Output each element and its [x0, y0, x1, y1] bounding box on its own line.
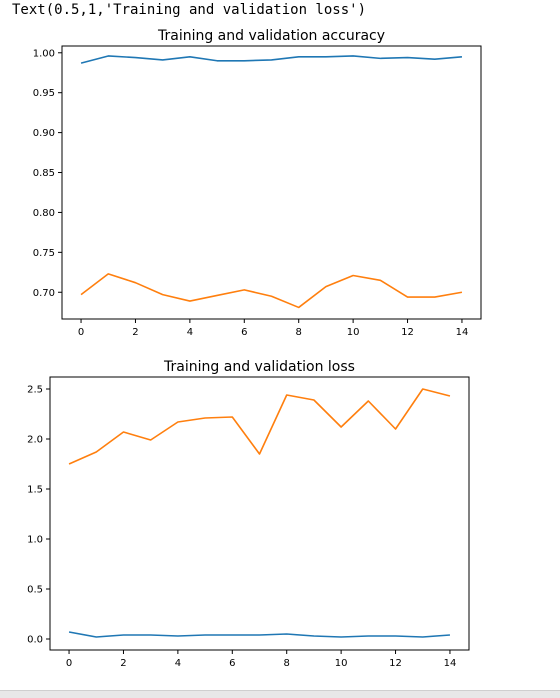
loss-ytick-label: 0.0	[27, 635, 43, 646]
loss-xtick-label: 0	[66, 658, 72, 669]
accuracy-series-training-line	[80, 55, 463, 64]
loss-series-validation-line	[68, 388, 451, 465]
accuracy-xtick-label: 14	[456, 327, 469, 338]
loss-xtick-label: 2	[120, 658, 126, 669]
accuracy-xtick-label: 6	[241, 327, 247, 338]
loss-xtick-label: 10	[335, 658, 348, 669]
accuracy-ytick-label: 0.85	[33, 168, 55, 179]
loss-title: Training and validation loss	[163, 359, 355, 375]
accuracy-xtick-label: 12	[401, 327, 414, 338]
loss-ytick-label: 1.5	[27, 485, 43, 496]
accuracy-ytick-label: 0.70	[33, 288, 55, 299]
accuracy-chart: Training and validation accuracy 0 2 4 6 8 10 1…	[33, 28, 482, 338]
loss-xtick-label: 6	[229, 658, 235, 669]
accuracy-ytick-label: 0.95	[33, 88, 55, 99]
loss-axes-frame	[49, 376, 470, 651]
accuracy-axes-frame	[61, 45, 482, 320]
loss-ytick-label: 0.5	[27, 585, 43, 596]
loss-ytick-label: 1.0	[27, 535, 43, 546]
accuracy-series-validation-line	[80, 273, 463, 309]
accuracy-xtick-label: 2	[132, 327, 138, 338]
loss-chart: Training and validation loss 0 2 4 6 8 10 12 14 0…	[27, 359, 470, 669]
accuracy-xtick-label: 10	[347, 327, 360, 338]
loss-ytick-label: 2.0	[27, 435, 43, 446]
accuracy-xtick-label: 4	[187, 327, 193, 338]
accuracy-ytick-label: 0.80	[33, 208, 55, 219]
accuracy-xtick-label: 8	[296, 327, 302, 338]
loss-xtick-label: 12	[389, 658, 402, 669]
loss-series-training-line	[68, 631, 451, 638]
accuracy-ytick-label: 0.90	[33, 128, 55, 139]
loss-xtick-label: 8	[284, 658, 290, 669]
accuracy-xtick-label: 0	[78, 327, 84, 338]
accuracy-title: Training and validation accuracy	[157, 28, 385, 44]
loss-xtick-label: 4	[175, 658, 181, 669]
accuracy-ytick-label: 0.75	[33, 248, 55, 259]
loss-ytick-label: 2.5	[27, 385, 43, 396]
loss-xtick-label: 14	[444, 658, 457, 669]
horizontal-scrollbar[interactable]	[0, 690, 560, 698]
accuracy-ytick-label: 1.00	[33, 48, 55, 59]
cell-output-text: Text(0.5,1,'Training and validation loss…	[12, 2, 367, 18]
